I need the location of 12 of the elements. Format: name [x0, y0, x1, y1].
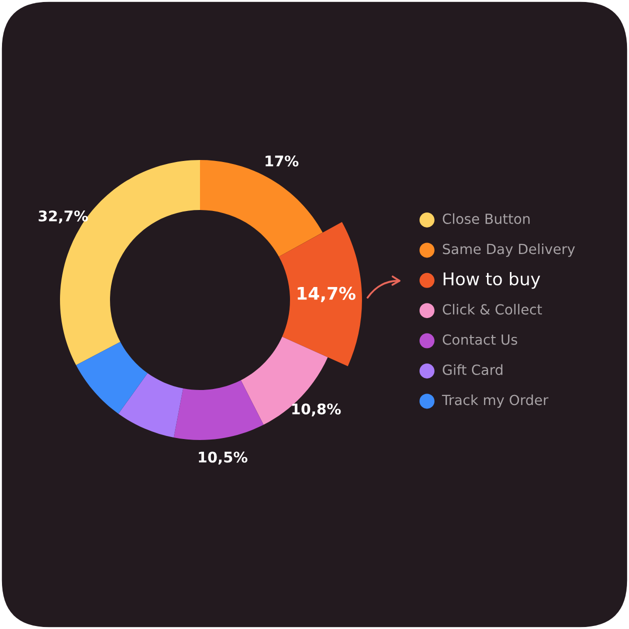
- data-label: 10,8%: [292, 403, 341, 416]
- data-label: 14,7%: [298, 286, 356, 302]
- legend-label: Track my Order: [442, 394, 548, 408]
- legend-label: Click & Collect: [442, 304, 542, 315]
- legend-label: How to buy: [444, 272, 540, 289]
- legend-label: Close Button: [442, 213, 530, 224]
- data-label: 32,7%: [38, 210, 88, 224]
- data-label: 17%: [266, 155, 298, 167]
- legend-label: Gift Card: [442, 364, 502, 376]
- legend-label: Same Day Delivery: [442, 243, 575, 257]
- data-label: 10,5%: [198, 452, 248, 464]
- legend-label: Contact Us: [442, 334, 518, 345]
